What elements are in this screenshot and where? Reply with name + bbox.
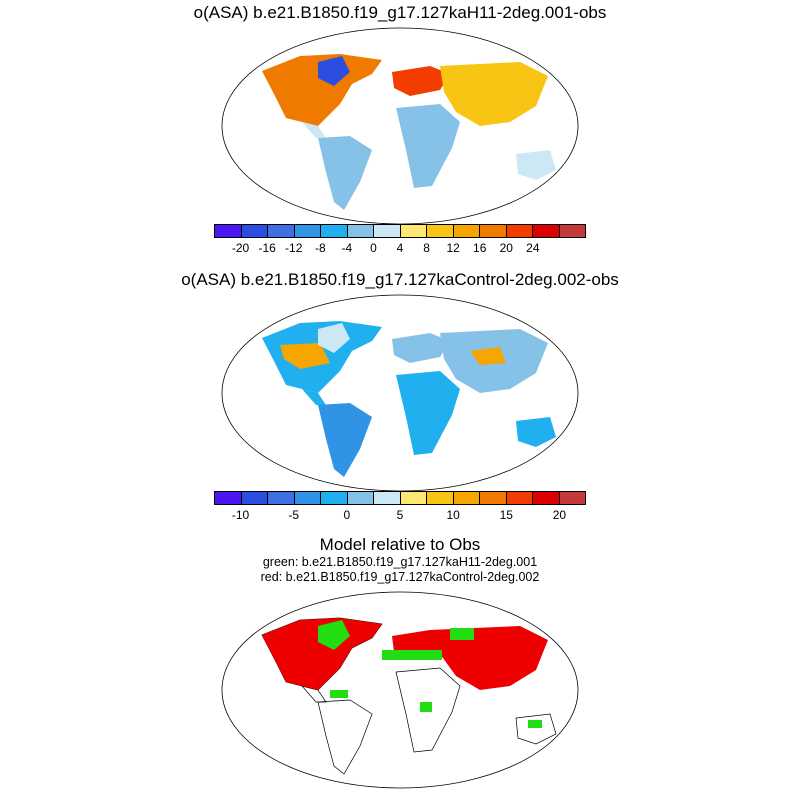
panel2-colorbar-swatch [294, 492, 321, 504]
panel1-colorbar-swatch [533, 225, 560, 237]
panel2-colorbar-swatch [533, 492, 560, 504]
panel1-colorbar-tick-label: 24 [526, 241, 540, 255]
panel3-green-south-america [330, 690, 348, 698]
panel1-colorbar-swatch [453, 225, 480, 237]
panel1-colorbar-tick-label: 0 [370, 241, 377, 255]
panel1-europe [392, 66, 450, 96]
panel3-legend-red: red: b.e21.B1850.f19_g17.127kaControl-2d… [260, 570, 540, 584]
panel1-south-america [318, 136, 372, 210]
panel2-colorbar-swatch [400, 492, 427, 504]
panel1-colorbar-tick-label: -4 [341, 241, 353, 255]
panel3-green-africa [420, 702, 432, 712]
panel1-colorbar-tick-label: -12 [285, 241, 303, 255]
panel3-red-eurasia [392, 626, 548, 690]
panel3-green-australia [528, 720, 542, 728]
panel2-colorbar-swatch [347, 492, 374, 504]
panel1-greenland [318, 56, 350, 86]
panel2-south-america [318, 403, 372, 477]
panel2-colorbar-swatch [241, 492, 268, 504]
panel2-colorbar [214, 491, 586, 505]
panel2-colorbar-swatch [215, 492, 242, 504]
panel1-colorbar-swatch [506, 225, 533, 237]
panel1-land [262, 54, 556, 210]
panel2-colorbar-tick-label: -5 [288, 508, 300, 522]
panel3-green-sahel [382, 650, 442, 660]
panel1-north-america [262, 54, 382, 126]
panel1-colorbar-ticks: -20 -16 -12 -8 -4 0 4 8 12 16 20 24 [214, 241, 586, 257]
panel1-colorbar-swatch [268, 225, 295, 237]
panel1-central-america [302, 122, 326, 138]
panel1-colorbar-swatch [347, 225, 374, 237]
panel1-asia [440, 62, 548, 126]
panel1-colorbar-swatch [480, 225, 507, 237]
panel2-map [221, 294, 579, 492]
panel1-colorbar-swatch [215, 225, 242, 237]
panel2-central-america [302, 389, 326, 405]
panel1-colorbar [214, 224, 586, 238]
panel3-comparison-cells [262, 618, 548, 728]
panel1-colorbar-swatch [400, 225, 427, 237]
panel3-red-north-america [262, 618, 382, 690]
panel2-colorbar-tick-label: 5 [396, 508, 404, 522]
panel3-map [221, 591, 579, 789]
panel2-greenland [318, 323, 350, 353]
panel1-colorbar-tick-label: 4 [396, 241, 404, 255]
panel3-green-eurasia [450, 628, 474, 640]
panel3-legend-green: green: b.e21.B1850.f19_g17.127kaH11-2deg… [262, 555, 538, 569]
panel1-africa [396, 104, 460, 188]
panel1-colorbar-swatch [321, 225, 348, 237]
panel2-colorbar-swatch [480, 492, 507, 504]
panel1-colorbar-tick-label: -8 [314, 241, 326, 255]
panel1-colorbar-tick-label: 12 [446, 241, 460, 255]
panel2-asia-warm-region [470, 347, 506, 365]
panel1-colorbar-swatch [241, 225, 268, 237]
panel1-title: o(ASA) b.e21.B1850.f19_g17.127kaH11-2deg… [193, 3, 607, 22]
panel1-map [221, 27, 579, 225]
panel2-colorbar-swatch [268, 492, 295, 504]
panel2-colorbar-ticks: -10 -5 0 5 10 15 20 [214, 508, 586, 524]
panel1-colorbar-tick-label: -16 [258, 241, 276, 255]
panel2-africa [396, 371, 460, 455]
panel2-colorbar-swatch [453, 492, 480, 504]
panel3-green-greenland [318, 620, 350, 650]
panel1-colorbar-tick-label: 8 [423, 241, 430, 255]
panel2-colorbar-tick-label: 20 [552, 508, 567, 522]
panel1-colorbar-swatch [559, 225, 585, 237]
panel1-australia [516, 150, 556, 180]
panel2-colorbar-swatch [559, 492, 585, 504]
panel2-land [262, 321, 556, 477]
panel2-colorbar-swatch [321, 492, 348, 504]
panel1-colorbar-swatch [374, 225, 401, 237]
panel2-us-warm-region [280, 343, 330, 369]
panel3-title: Model relative to Obs [319, 535, 481, 554]
panel2-europe [392, 333, 450, 363]
panel1-colorbar-tick-label: -20 [231, 241, 250, 255]
panel1-colorbar-tick-label: 16 [473, 241, 487, 255]
panel2-colorbar-swatch [374, 492, 401, 504]
panel1-colorbar-tick-label: 20 [499, 241, 513, 255]
panel2-colorbar-tick-label: -10 [231, 508, 250, 522]
panel2-colorbar-tick-label: 10 [446, 508, 460, 522]
panel2-colorbar-tick-label: 15 [499, 508, 513, 522]
panel1-colorbar-swatch [294, 225, 321, 237]
panel1-colorbar-swatch [427, 225, 454, 237]
panel2-colorbar-tick-label: 0 [343, 508, 351, 522]
panel2-colorbar-swatch [506, 492, 533, 504]
panel2-australia [516, 417, 556, 447]
panel2-title: o(ASA) b.e21.B1850.f19_g17.127kaControl-… [181, 270, 619, 289]
panel2-colorbar-swatch [427, 492, 454, 504]
